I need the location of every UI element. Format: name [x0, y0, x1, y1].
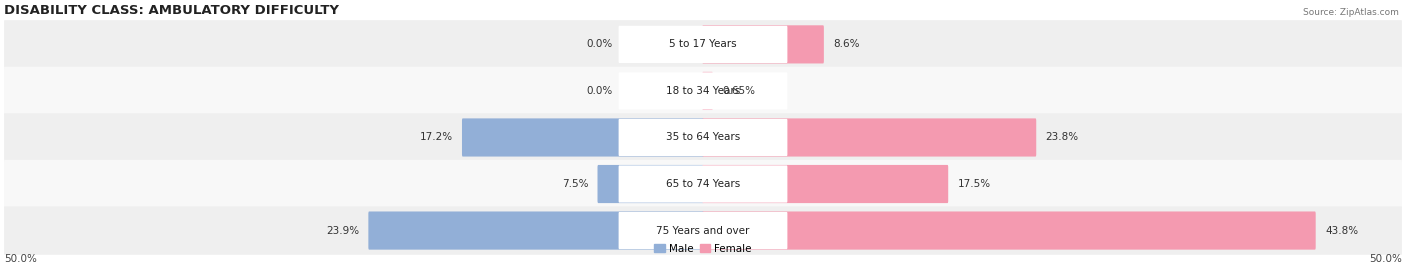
FancyBboxPatch shape	[703, 211, 1316, 250]
Text: 17.5%: 17.5%	[957, 179, 991, 189]
FancyBboxPatch shape	[4, 206, 1402, 255]
FancyBboxPatch shape	[368, 211, 703, 250]
FancyBboxPatch shape	[703, 165, 948, 203]
Text: 65 to 74 Years: 65 to 74 Years	[666, 179, 740, 189]
FancyBboxPatch shape	[4, 20, 1402, 69]
Text: Source: ZipAtlas.com: Source: ZipAtlas.com	[1303, 8, 1399, 17]
FancyBboxPatch shape	[619, 26, 787, 63]
FancyBboxPatch shape	[619, 165, 787, 203]
FancyBboxPatch shape	[619, 119, 787, 156]
Text: 75 Years and over: 75 Years and over	[657, 226, 749, 236]
Text: 17.2%: 17.2%	[419, 132, 453, 143]
Text: 50.0%: 50.0%	[4, 254, 38, 264]
FancyBboxPatch shape	[703, 118, 1036, 157]
Legend: Male, Female: Male, Female	[650, 240, 756, 258]
Text: 18 to 34 Years: 18 to 34 Years	[666, 86, 740, 96]
Text: 0.65%: 0.65%	[723, 86, 755, 96]
FancyBboxPatch shape	[703, 72, 713, 110]
FancyBboxPatch shape	[4, 113, 1402, 162]
Text: 8.6%: 8.6%	[834, 39, 859, 49]
FancyBboxPatch shape	[703, 25, 824, 64]
FancyBboxPatch shape	[619, 72, 787, 110]
Text: 0.0%: 0.0%	[586, 39, 612, 49]
FancyBboxPatch shape	[4, 67, 1402, 115]
Text: 43.8%: 43.8%	[1324, 226, 1358, 236]
Text: 0.0%: 0.0%	[586, 86, 612, 96]
Text: 23.9%: 23.9%	[326, 226, 359, 236]
Text: 5 to 17 Years: 5 to 17 Years	[669, 39, 737, 49]
FancyBboxPatch shape	[4, 160, 1402, 208]
FancyBboxPatch shape	[619, 212, 787, 249]
FancyBboxPatch shape	[463, 118, 703, 157]
Text: 23.8%: 23.8%	[1046, 132, 1078, 143]
FancyBboxPatch shape	[598, 165, 703, 203]
Text: 7.5%: 7.5%	[561, 179, 588, 189]
Text: 35 to 64 Years: 35 to 64 Years	[666, 132, 740, 143]
Text: 50.0%: 50.0%	[1368, 254, 1402, 264]
Text: DISABILITY CLASS: AMBULATORY DIFFICULTY: DISABILITY CLASS: AMBULATORY DIFFICULTY	[4, 4, 339, 17]
